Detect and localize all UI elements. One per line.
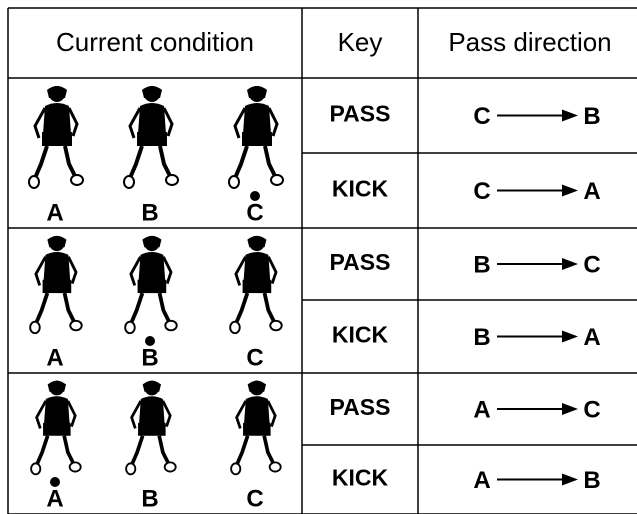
arrow-head [562, 403, 578, 415]
pass-to: A [583, 324, 600, 351]
pass-from: C [473, 178, 490, 205]
pass-from: A [473, 467, 490, 494]
pass-to: B [583, 103, 600, 130]
player-icon [227, 84, 285, 190]
pass-to: C [583, 251, 600, 278]
player-icon [228, 233, 284, 336]
player-icon [29, 378, 83, 477]
player-label: B [141, 344, 158, 371]
arrow-head [562, 330, 578, 343]
arrow-head [562, 184, 578, 197]
pass-from: C [473, 103, 490, 130]
arrow-head [562, 473, 578, 486]
pass-to: C [583, 396, 600, 423]
pass-from: B [473, 251, 490, 278]
player-label: C [246, 344, 263, 371]
ball [50, 477, 60, 487]
key-cell: KICK [332, 465, 389, 491]
arrow-head [562, 109, 578, 122]
key-cell: PASS [330, 394, 391, 420]
player-label: C [246, 199, 263, 226]
header-cell: Key [338, 27, 383, 57]
player-icon [27, 84, 85, 190]
player-icon [123, 233, 179, 336]
key-cell: PASS [330, 101, 391, 127]
player-label: B [141, 485, 158, 512]
pass-to: B [583, 467, 600, 494]
player-label: A [46, 199, 63, 226]
player-label: B [141, 199, 158, 226]
header-cell: Current condition [56, 27, 254, 57]
player-label: A [46, 344, 63, 371]
player-icon [229, 378, 283, 477]
key-cell: KICK [332, 322, 389, 348]
player-icon [28, 233, 84, 336]
player-icon [122, 84, 180, 190]
player-icon [124, 378, 178, 477]
arrow-head [562, 258, 578, 270]
player-label: A [46, 485, 63, 512]
header-cell: Pass direction [448, 27, 611, 57]
pass-from: B [473, 324, 490, 351]
pass-to: A [583, 178, 600, 205]
key-cell: PASS [330, 249, 391, 275]
key-cell: KICK [332, 176, 389, 202]
ball [250, 191, 260, 201]
player-label: C [246, 485, 263, 512]
pass-from: A [473, 396, 490, 423]
ball [145, 336, 155, 346]
